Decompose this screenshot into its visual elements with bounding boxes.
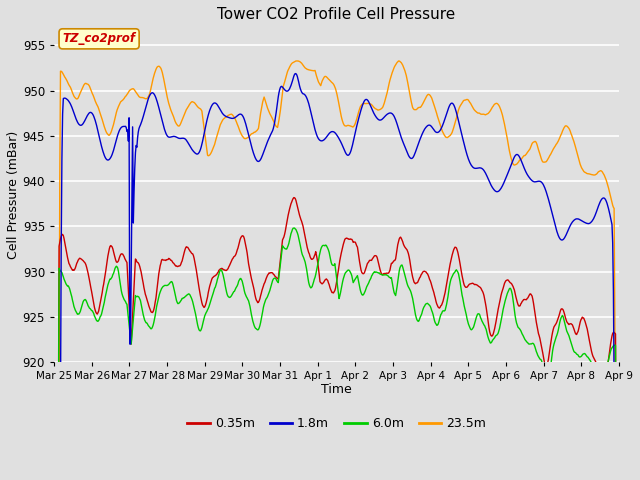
Legend: 0.35m, 1.8m, 6.0m, 23.5m: 0.35m, 1.8m, 6.0m, 23.5m: [182, 412, 491, 435]
X-axis label: Time: Time: [321, 383, 352, 396]
Text: TZ_co2prof: TZ_co2prof: [63, 32, 136, 45]
Y-axis label: Cell Pressure (mBar): Cell Pressure (mBar): [7, 131, 20, 259]
Title: Tower CO2 Profile Cell Pressure: Tower CO2 Profile Cell Pressure: [218, 7, 456, 22]
